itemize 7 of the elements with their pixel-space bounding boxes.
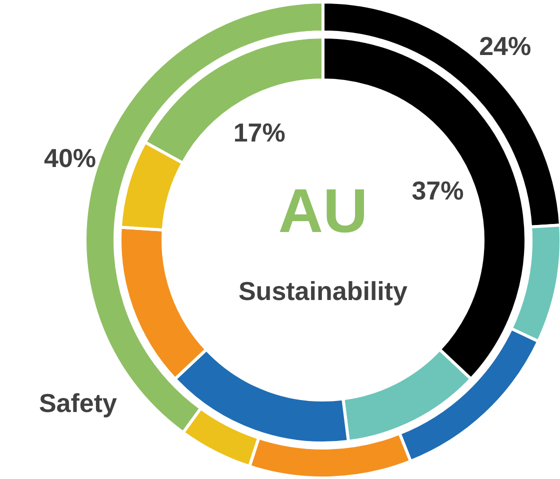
text: Safety	[38, 388, 118, 418]
data-label: 24%	[479, 31, 532, 62]
data-label: 17%	[233, 117, 286, 148]
data-label: 40%	[44, 142, 96, 173]
text: AU	[278, 177, 368, 246]
data-label: 37%	[412, 175, 464, 206]
text: Sustainability	[238, 276, 408, 306]
